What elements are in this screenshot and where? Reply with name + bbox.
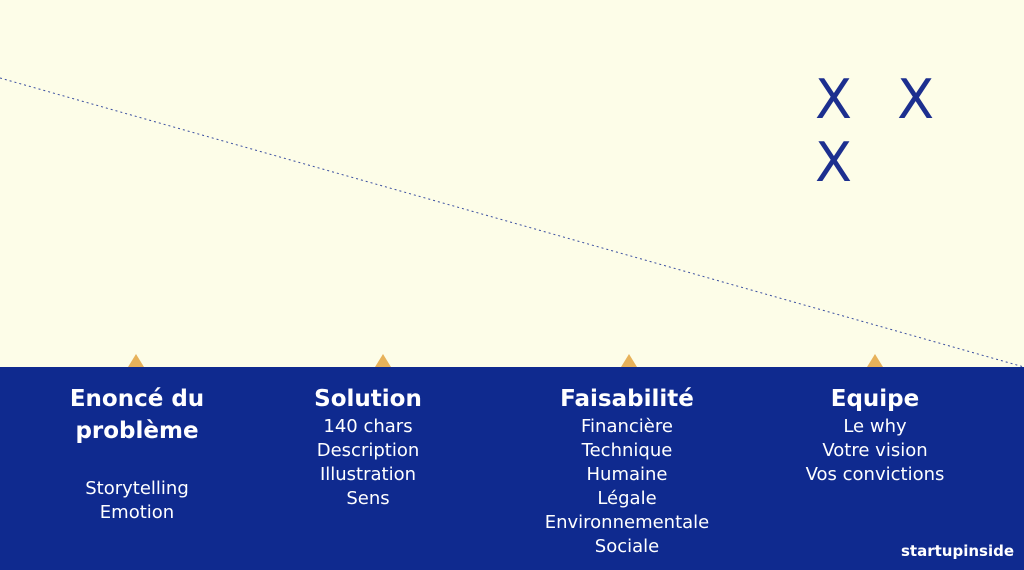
triangle-marker-icon [128, 354, 144, 367]
dotted-diagonal-line [0, 77, 1024, 367]
column-title: Equipe [830, 386, 920, 412]
list-item: Environnementale [544, 512, 710, 533]
triangle-marker-icon [375, 354, 391, 367]
column-items: Storytelling Emotion [44, 477, 230, 525]
list-item: Emotion [99, 502, 175, 523]
list-item: Votre vision [822, 440, 928, 461]
list-item: Légale [597, 488, 657, 509]
column-solution: Solution 140 chars Description Illustrat… [283, 383, 453, 511]
column-equipe: Equipe Le why Votre vision Vos convictio… [785, 383, 965, 487]
list-item: Le why [843, 416, 907, 437]
column-title: Enoncé du problème [69, 386, 205, 444]
column-items: Le why Votre vision Vos convictions [785, 415, 965, 487]
column-faisabilite: Faisabilité Financière Technique Humaine… [522, 383, 732, 559]
xxx-mark: X X X [815, 68, 949, 194]
list-item: Illustration [319, 464, 417, 485]
column-title: Faisabilité [560, 386, 694, 412]
column-items: Financière Technique Humaine Légale Envi… [522, 415, 732, 559]
list-item: Vos convictions [805, 464, 945, 485]
triangle-marker-icon [621, 354, 637, 367]
list-item: Sens [346, 488, 390, 509]
slide-top-area [0, 0, 1024, 367]
bottom-band [0, 367, 1024, 570]
column-items: 140 chars Description Illustration Sens [283, 415, 453, 511]
list-item: Humaine [586, 464, 668, 485]
list-item: Financière [581, 416, 673, 437]
list-item: 140 chars [323, 416, 413, 437]
list-item: Technique [581, 440, 673, 461]
column-title: Solution [314, 386, 422, 412]
list-item: Storytelling [85, 478, 189, 499]
list-item: Description [316, 440, 420, 461]
column-enonce-du-probleme: Enoncé du problème Storytelling Emotion [44, 383, 230, 525]
list-item: Sociale [594, 536, 660, 557]
brand-logo-text: startupinside [900, 542, 1014, 560]
triangle-marker-icon [867, 354, 883, 367]
